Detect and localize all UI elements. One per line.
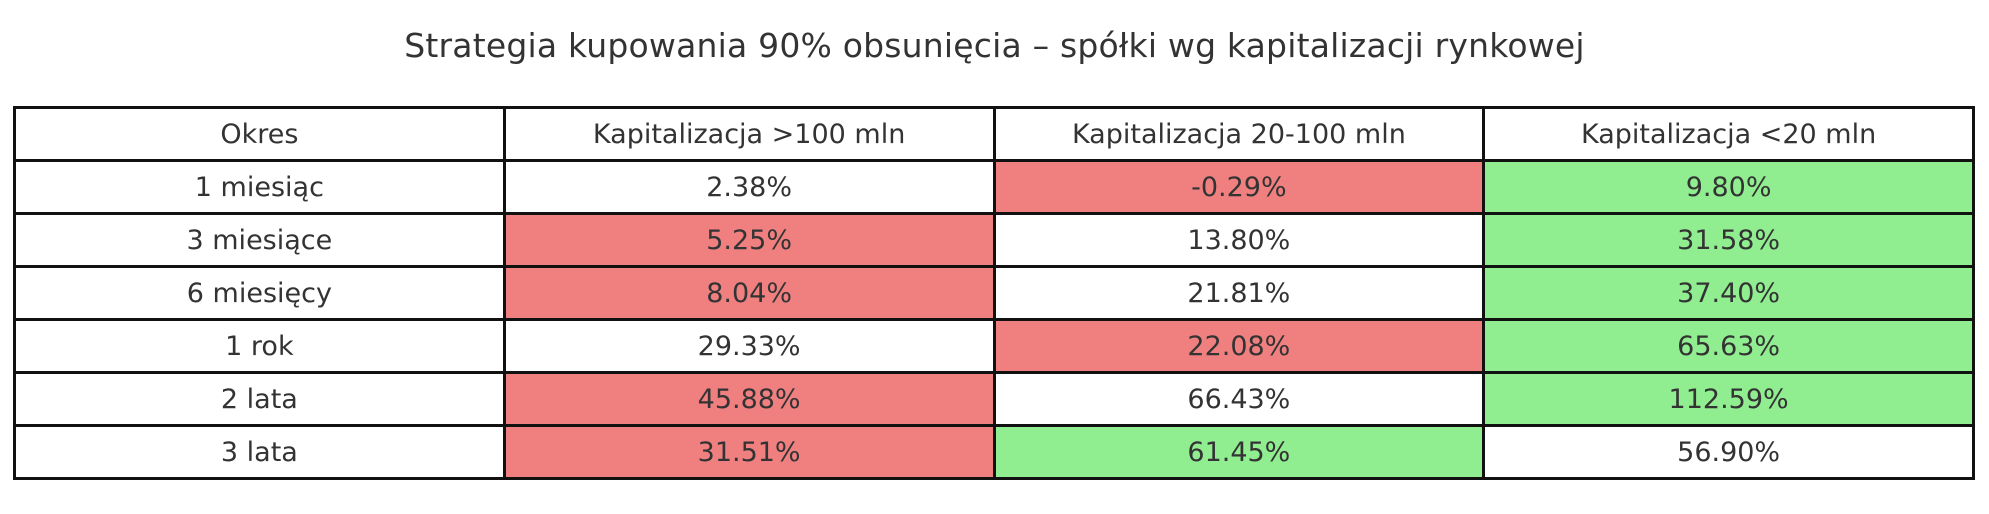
table-row: 3 lata 31.51% 61.45% 56.90% — [13, 424, 1975, 480]
row-label-cell: 1 rok — [13, 318, 506, 374]
value-cell: 37.40% — [1482, 265, 1975, 321]
table-row: 2 lata 45.88% 66.43% 112.59% — [13, 371, 1975, 427]
table-row: 6 miesięcy 8.04% 21.81% 37.40% — [13, 265, 1975, 321]
value-cell: 13.80% — [992, 212, 1486, 268]
header-cell-cap-20-100: Kapitalizacja 20-100 mln — [992, 106, 1486, 162]
header-cell-period: Okres — [13, 106, 506, 162]
value-cell: 45.88% — [502, 371, 996, 427]
header-row: Okres Kapitalizacja >100 mln Kapitalizac… — [13, 106, 1975, 162]
value-cell: 31.58% — [1482, 212, 1975, 268]
returns-table: Okres Kapitalizacja >100 mln Kapitalizac… — [13, 106, 1975, 480]
value-cell: 21.81% — [992, 265, 1486, 321]
value-cell: 31.51% — [502, 424, 996, 480]
value-cell: 29.33% — [502, 318, 996, 374]
header-cell-cap-over-100: Kapitalizacja >100 mln — [502, 106, 996, 162]
row-label-cell: 3 miesiące — [13, 212, 506, 268]
value-cell: -0.29% — [992, 159, 1486, 215]
table-row: 1 miesiąc 2.38% -0.29% 9.80% — [13, 159, 1975, 215]
table-body: 1 miesiąc 2.38% -0.29% 9.80% 3 miesiące 5.25%… — [13, 159, 1975, 480]
table-row: 3 miesiące 5.25% 13.80% 31.58% — [13, 212, 1975, 268]
header-cell-cap-under-20: Kapitalizacja <20 mln — [1482, 106, 1975, 162]
value-cell: 2.38% — [502, 159, 996, 215]
row-label-cell: 3 lata — [13, 424, 506, 480]
row-label-cell: 1 miesiąc — [13, 159, 506, 215]
table-row: 1 rok 29.33% 22.08% 65.63% — [13, 318, 1975, 374]
row-label-cell: 2 lata — [13, 371, 506, 427]
chart-title: Strategia kupowania 90% obsunięcia – spó… — [404, 26, 1585, 65]
value-cell: 5.25% — [502, 212, 996, 268]
value-cell: 8.04% — [502, 265, 996, 321]
value-cell: 9.80% — [1482, 159, 1975, 215]
value-cell: 66.43% — [992, 371, 1486, 427]
value-cell: 56.90% — [1482, 424, 1975, 480]
row-label-cell: 6 miesięcy — [13, 265, 506, 321]
value-cell: 65.63% — [1482, 318, 1975, 374]
value-cell: 61.45% — [992, 424, 1486, 480]
value-cell: 112.59% — [1482, 371, 1975, 427]
value-cell: 22.08% — [992, 318, 1486, 374]
